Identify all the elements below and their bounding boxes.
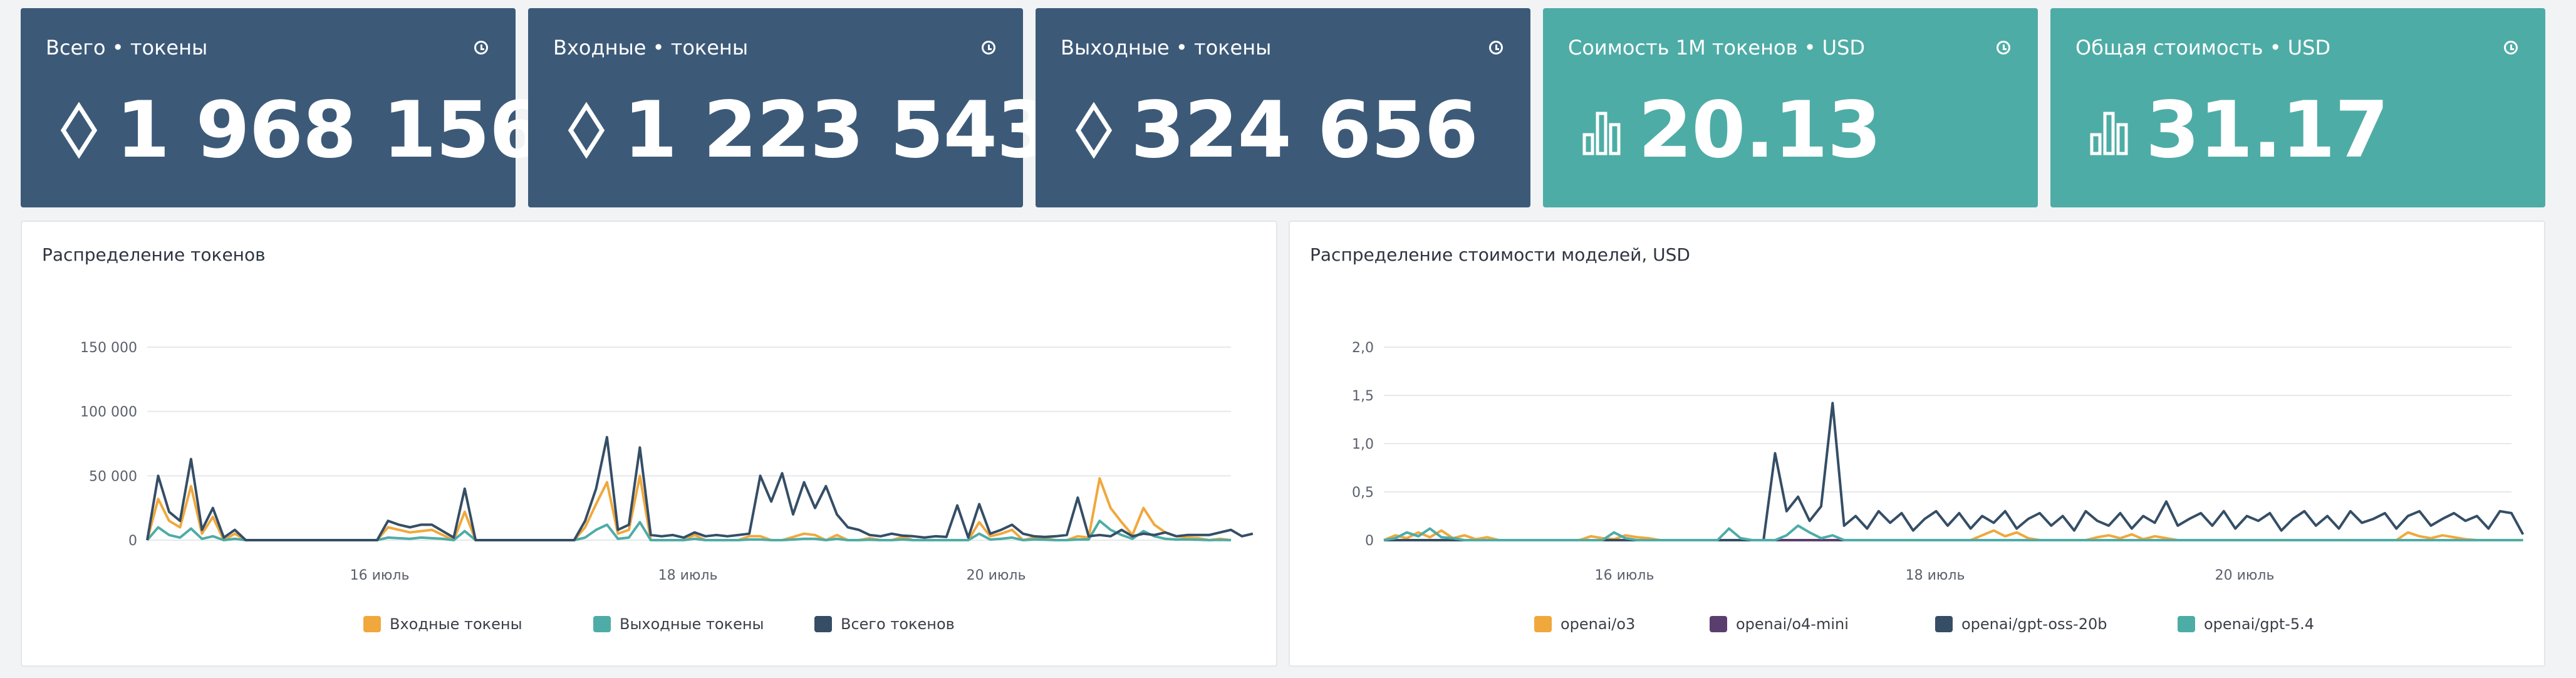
diamond-icon [60,102,98,159]
legend-swatch [814,616,832,632]
legend-item[interactable]: openai/gpt-5.4 [2178,615,2314,633]
series-line[interactable] [1383,524,2523,541]
cost-chart[interactable]: 0 0,5 1,0 1,5 2,0 16 июль 18 июль 20 июль openai… [1290,222,2547,668]
clock-icon[interactable] [982,41,995,55]
legend-label: Входные токены [390,615,522,633]
kpi-title: Общая стоимость • USD [2075,36,2331,60]
x-tick-label: 20 июль [967,568,1026,583]
kpi-total-cost: Общая стоимость • USD 31.17 [2050,8,2545,207]
y-tick-label: 100 000 [80,405,137,420]
series-line[interactable] [146,435,1254,541]
diamond-icon [568,102,605,159]
series-line[interactable] [1383,529,2511,541]
legend-item[interactable]: Всего токенов [814,615,955,633]
kpi-title: Выходные • токены [1061,36,1272,60]
legend-label: openai/gpt-5.4 [2204,615,2314,633]
kpi-title: Входные • токены [553,36,749,60]
legend-item[interactable]: openai/o3 [1534,615,1635,633]
kpi-title: Соимость 1M токенов • USD [1568,36,1866,60]
panel-title: Распределение токенов [42,244,266,265]
legend-label: openai/o4-mini [1736,615,1849,633]
legend-swatch [593,616,611,632]
y-tick-label: 1,5 [1352,389,1374,404]
x-tick-label: 16 июль [1595,568,1654,583]
legend-item[interactable]: Выходные токены [593,615,764,633]
kpi-value: 324 656 [1131,85,1478,175]
y-tick-label: 1,0 [1352,437,1374,452]
kpi-title: Всего • токены [46,36,208,60]
x-tick-label: 16 июль [350,568,410,583]
legend-swatch [1935,616,1953,632]
kpi-cost-per-million: Соимость 1M токенов • USD 20.13 [1543,8,2038,207]
kpi-value: 1 968 156 [116,85,543,175]
y-tick-label: 50 000 [89,469,137,484]
tokens-chart[interactable]: 0 50 000 100 000 150 000 16 июль 18 июль 20 ию… [22,222,1279,668]
y-tick-label: 0 [128,533,137,549]
kpi-value: 31.17 [2146,85,2389,175]
x-tick-label: 18 июль [658,568,718,583]
legend-label: openai/gpt-oss-20b [1961,615,2107,633]
tokens-distribution-panel: Распределение токенов 0 50 000 100 000 150 … [21,221,1277,667]
legend-swatch [1534,616,1552,632]
kpi-total-tokens: Всего • токены 1 968 156 [21,8,543,207]
cost-distribution-panel: Распределение стоимости моделей, USD 0 0,… [1289,221,2545,667]
legend-label: Всего токенов [841,615,955,633]
x-tick-label: 20 июль [2215,568,2275,583]
legend-swatch [363,616,381,632]
y-tick-label: 0,5 [1352,485,1374,501]
bar-chart-icon [1582,112,1621,155]
diamond-icon [1075,102,1113,159]
bar-chart-icon [2090,112,2128,155]
legend-item[interactable]: Входные токены [363,615,522,633]
legend-item[interactable]: openai/o4-mini [1710,615,1849,633]
legend-label: openai/o3 [1561,615,1635,633]
kpi-value: 1 223 543 [623,85,1051,175]
legend-label: Выходные токены [620,615,764,633]
clock-icon[interactable] [474,41,488,55]
y-tick-label: 150 000 [80,340,137,356]
clock-icon[interactable] [1997,41,2010,55]
kpi-value: 20.13 [1638,85,1881,175]
legend-item[interactable]: openai/gpt-oss-20b [1935,615,2107,633]
x-tick-label: 18 июль [1906,568,1965,583]
panel-title: Распределение стоимости моделей, USD [1310,244,1690,265]
legend-swatch [1710,616,1727,632]
legend-swatch [2178,616,2195,632]
y-tick-label: 2,0 [1352,340,1374,356]
kpi-output-tokens: Выходные • токены 324 656 [1036,8,1530,207]
y-tick-label: 0 [1365,533,1374,549]
kpi-input-tokens: Входные • токены 1 223 543 [528,8,1051,207]
clock-icon[interactable] [2504,41,2518,55]
series-line[interactable] [1384,402,2525,541]
clock-icon[interactable] [1489,41,1503,55]
